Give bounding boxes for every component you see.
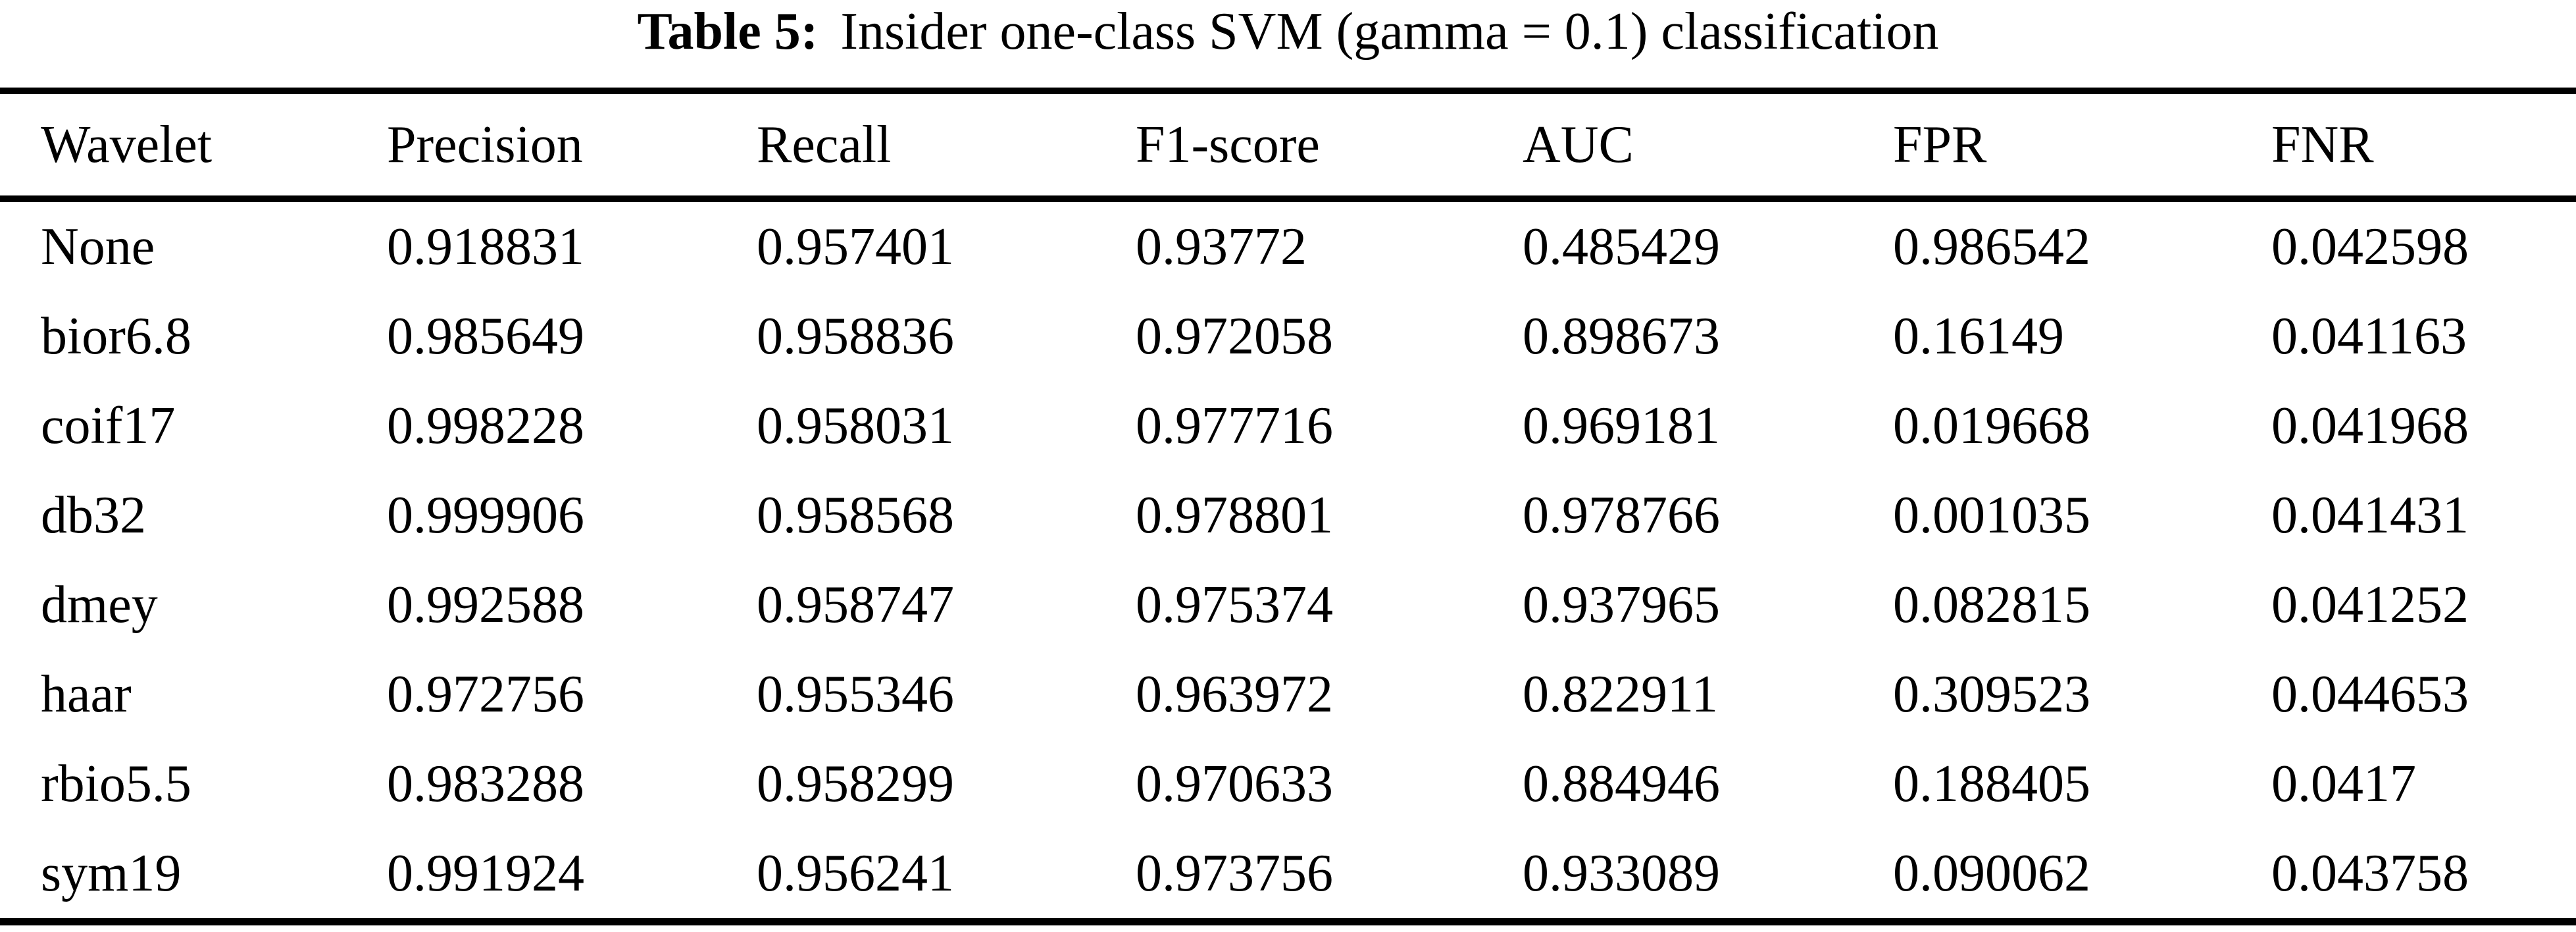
cell-value: 0.998228 [387, 396, 584, 455]
table-row: bior6.8 0.985649 0.958836 0.972058 0.898673 0… [0, 292, 2576, 381]
column-header-fpr: FPR [1893, 91, 2271, 202]
cell-value: 0.978766 [1523, 486, 1720, 544]
cell-value: 0.019668 [1893, 396, 2090, 455]
cell-value: 0.16149 [1893, 307, 2064, 365]
cell-value: 0.0417 [2271, 754, 2416, 813]
table-row: db32 0.999906 0.958568 0.978801 0.978766 0.00… [0, 471, 2576, 560]
cell-value: 0.93772 [1136, 217, 1307, 276]
column-header-fnr: FNR [2271, 91, 2576, 202]
results-table: Wavelet Precision Recall F1-score AUC FPR FNR … [0, 88, 2576, 925]
cell-value: 0.955346 [757, 665, 954, 723]
table-caption-text: Insider one-class SVM (gamma = 0.1) clas… [840, 3, 1939, 61]
cell-value: 0.958299 [757, 754, 954, 813]
column-header-f1-score: F1-score [1136, 91, 1523, 202]
cell-value: 0.041163 [2271, 307, 2467, 365]
cell-value: 0.973756 [1136, 844, 1333, 902]
cell-value: 0.309523 [1893, 665, 2090, 723]
row-label: dmey [41, 575, 158, 634]
cell-value: 0.999906 [387, 486, 584, 544]
cell-value: 0.884946 [1523, 754, 1720, 813]
cell-value: 0.977716 [1136, 396, 1333, 455]
cell-value: 0.958836 [757, 307, 954, 365]
row-label: bior6.8 [41, 307, 191, 365]
cell-value: 0.188405 [1893, 754, 2090, 813]
cell-value: 0.485429 [1523, 217, 1720, 276]
cell-value: 0.992588 [387, 575, 584, 634]
cell-value: 0.918831 [387, 217, 584, 276]
cell-value: 0.958031 [757, 396, 954, 455]
row-label: db32 [41, 486, 146, 544]
cell-value: 0.986542 [1893, 217, 2090, 276]
cell-value: 0.970633 [1136, 754, 1333, 813]
cell-value: 0.991924 [387, 844, 584, 902]
cell-value: 0.043758 [2271, 844, 2469, 902]
cell-value: 0.972058 [1136, 307, 1333, 365]
cell-value: 0.978801 [1136, 486, 1333, 544]
column-header-auc: AUC [1523, 91, 1893, 202]
cell-value: 0.972756 [387, 665, 584, 723]
table-row: dmey 0.992588 0.958747 0.975374 0.937965 0.08… [0, 560, 2576, 650]
table-row: coif17 0.998228 0.958031 0.977716 0.969181 0.… [0, 381, 2576, 471]
cell-value: 0.963972 [1136, 665, 1333, 723]
column-header-recall: Recall [757, 91, 1136, 202]
cell-value: 0.090062 [1893, 844, 2090, 902]
cell-value: 0.985649 [387, 307, 584, 365]
cell-value: 0.822911 [1523, 665, 1719, 723]
cell-value: 0.958747 [757, 575, 954, 634]
row-label: haar [41, 665, 132, 723]
table-row: None 0.918831 0.957401 0.93772 0.485429 0.986… [0, 199, 2576, 292]
cell-value: 0.001035 [1893, 486, 2090, 544]
column-header-wavelet: Wavelet [0, 91, 387, 202]
table-row: sym19 0.991924 0.956241 0.973756 0.933089 0.0… [0, 829, 2576, 922]
cell-value: 0.969181 [1523, 396, 1720, 455]
row-label: sym19 [41, 844, 182, 902]
table-caption: Table 5: Insider one-class SVM (gamma = 0… [0, 0, 2576, 88]
cell-value: 0.958568 [757, 486, 954, 544]
column-header-precision: Precision [387, 91, 757, 202]
cell-value: 0.957401 [757, 217, 954, 276]
cell-value: 0.082815 [1893, 575, 2090, 634]
cell-value: 0.933089 [1523, 844, 1720, 902]
table-row: haar 0.972756 0.955346 0.963972 0.822911 0.30… [0, 650, 2576, 739]
cell-value: 0.042598 [2271, 217, 2469, 276]
cell-value: 0.044653 [2271, 665, 2469, 723]
cell-value: 0.975374 [1136, 575, 1333, 634]
row-label: None [41, 217, 155, 276]
cell-value: 0.041252 [2271, 575, 2469, 634]
row-label: rbio5.5 [41, 754, 191, 813]
cell-value: 0.041431 [2271, 486, 2469, 544]
cell-value: 0.937965 [1523, 575, 1720, 634]
cell-value: 0.898673 [1523, 307, 1720, 365]
table-header-row: Wavelet Precision Recall F1-score AUC FPR FNR [0, 91, 2576, 202]
row-label: coif17 [41, 396, 176, 455]
table-row: rbio5.5 0.983288 0.958299 0.970633 0.884946 0… [0, 739, 2576, 829]
cell-value: 0.041968 [2271, 396, 2469, 455]
cell-value: 0.956241 [757, 844, 954, 902]
table-caption-number: Table 5: [637, 3, 819, 61]
cell-value: 0.983288 [387, 754, 584, 813]
